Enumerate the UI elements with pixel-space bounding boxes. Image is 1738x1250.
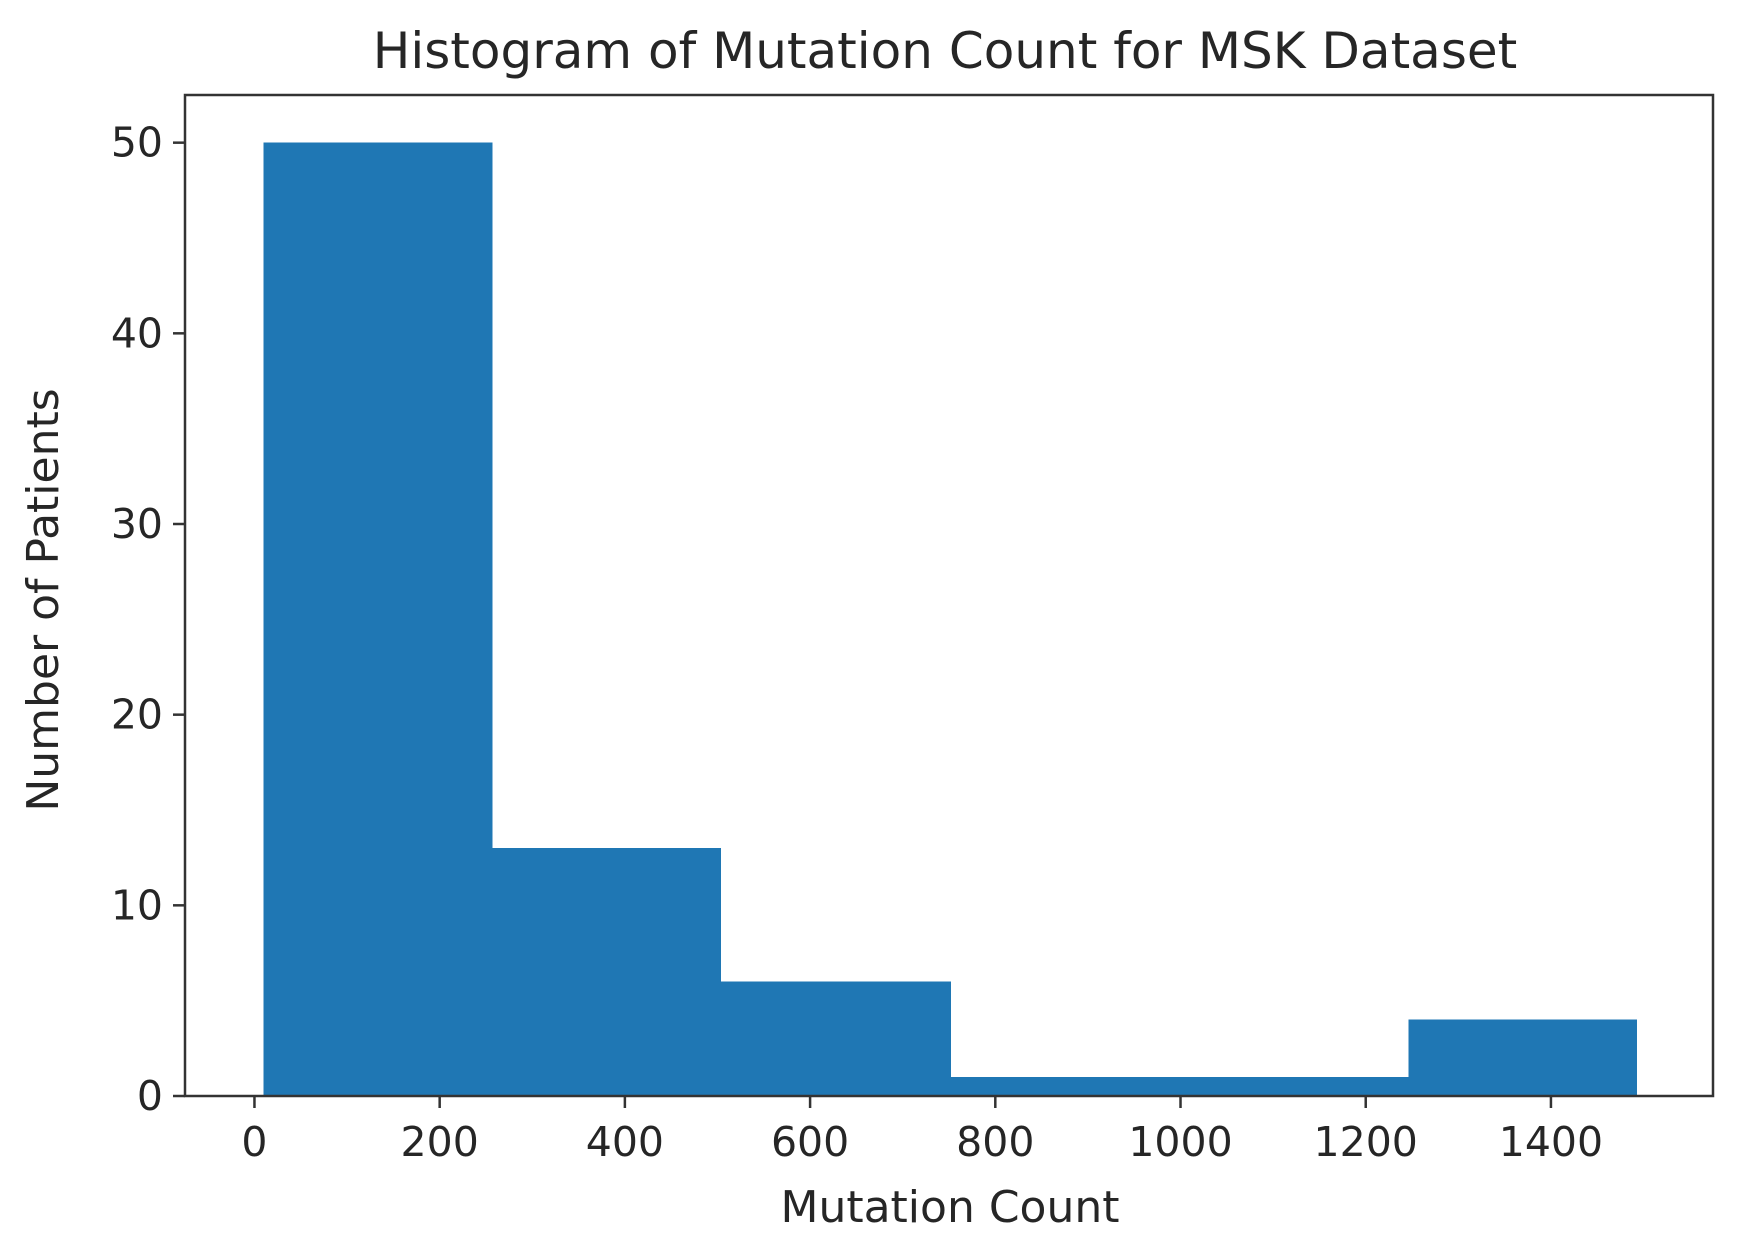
histogram-bar-1 bbox=[263, 142, 493, 1096]
x-tick-label: 200 bbox=[401, 1118, 479, 1166]
histogram-bar-6 bbox=[1408, 1019, 1638, 1096]
x-axis-label: Mutation Count bbox=[780, 1182, 1119, 1233]
x-tick-label: 1400 bbox=[1499, 1118, 1603, 1166]
histogram-bars bbox=[263, 142, 1638, 1096]
y-axis-ticks: 0 10 20 30 40 50 bbox=[111, 119, 185, 1120]
y-tick-label: 50 bbox=[111, 119, 163, 167]
x-tick-label: 400 bbox=[586, 1118, 664, 1166]
plot-area-frame bbox=[183, 93, 1715, 1098]
y-axis-label: Number of Patients bbox=[18, 388, 69, 811]
histogram-bar-5 bbox=[1179, 1076, 1409, 1096]
x-tick-label: 1000 bbox=[1128, 1118, 1232, 1166]
x-tick-label: 600 bbox=[771, 1118, 849, 1166]
y-tick-label: 0 bbox=[137, 1072, 163, 1120]
x-tick-label: 800 bbox=[956, 1118, 1034, 1166]
y-tick-label: 40 bbox=[111, 309, 163, 357]
histogram-bar-4 bbox=[950, 1076, 1180, 1096]
y-tick-label: 30 bbox=[111, 500, 163, 548]
histogram-bar-3 bbox=[721, 981, 951, 1096]
histogram-bar-2 bbox=[492, 848, 722, 1096]
chart-title: Histogram of Mutation Count for MSK Data… bbox=[373, 22, 1517, 80]
y-tick-label: 10 bbox=[111, 881, 163, 929]
x-tick-label: 1200 bbox=[1314, 1118, 1418, 1166]
x-axis-ticks: 0 200 400 600 800 1000 1200 1400 bbox=[241, 1096, 1603, 1166]
y-tick-label: 20 bbox=[111, 691, 163, 739]
x-tick-label: 0 bbox=[241, 1118, 267, 1166]
